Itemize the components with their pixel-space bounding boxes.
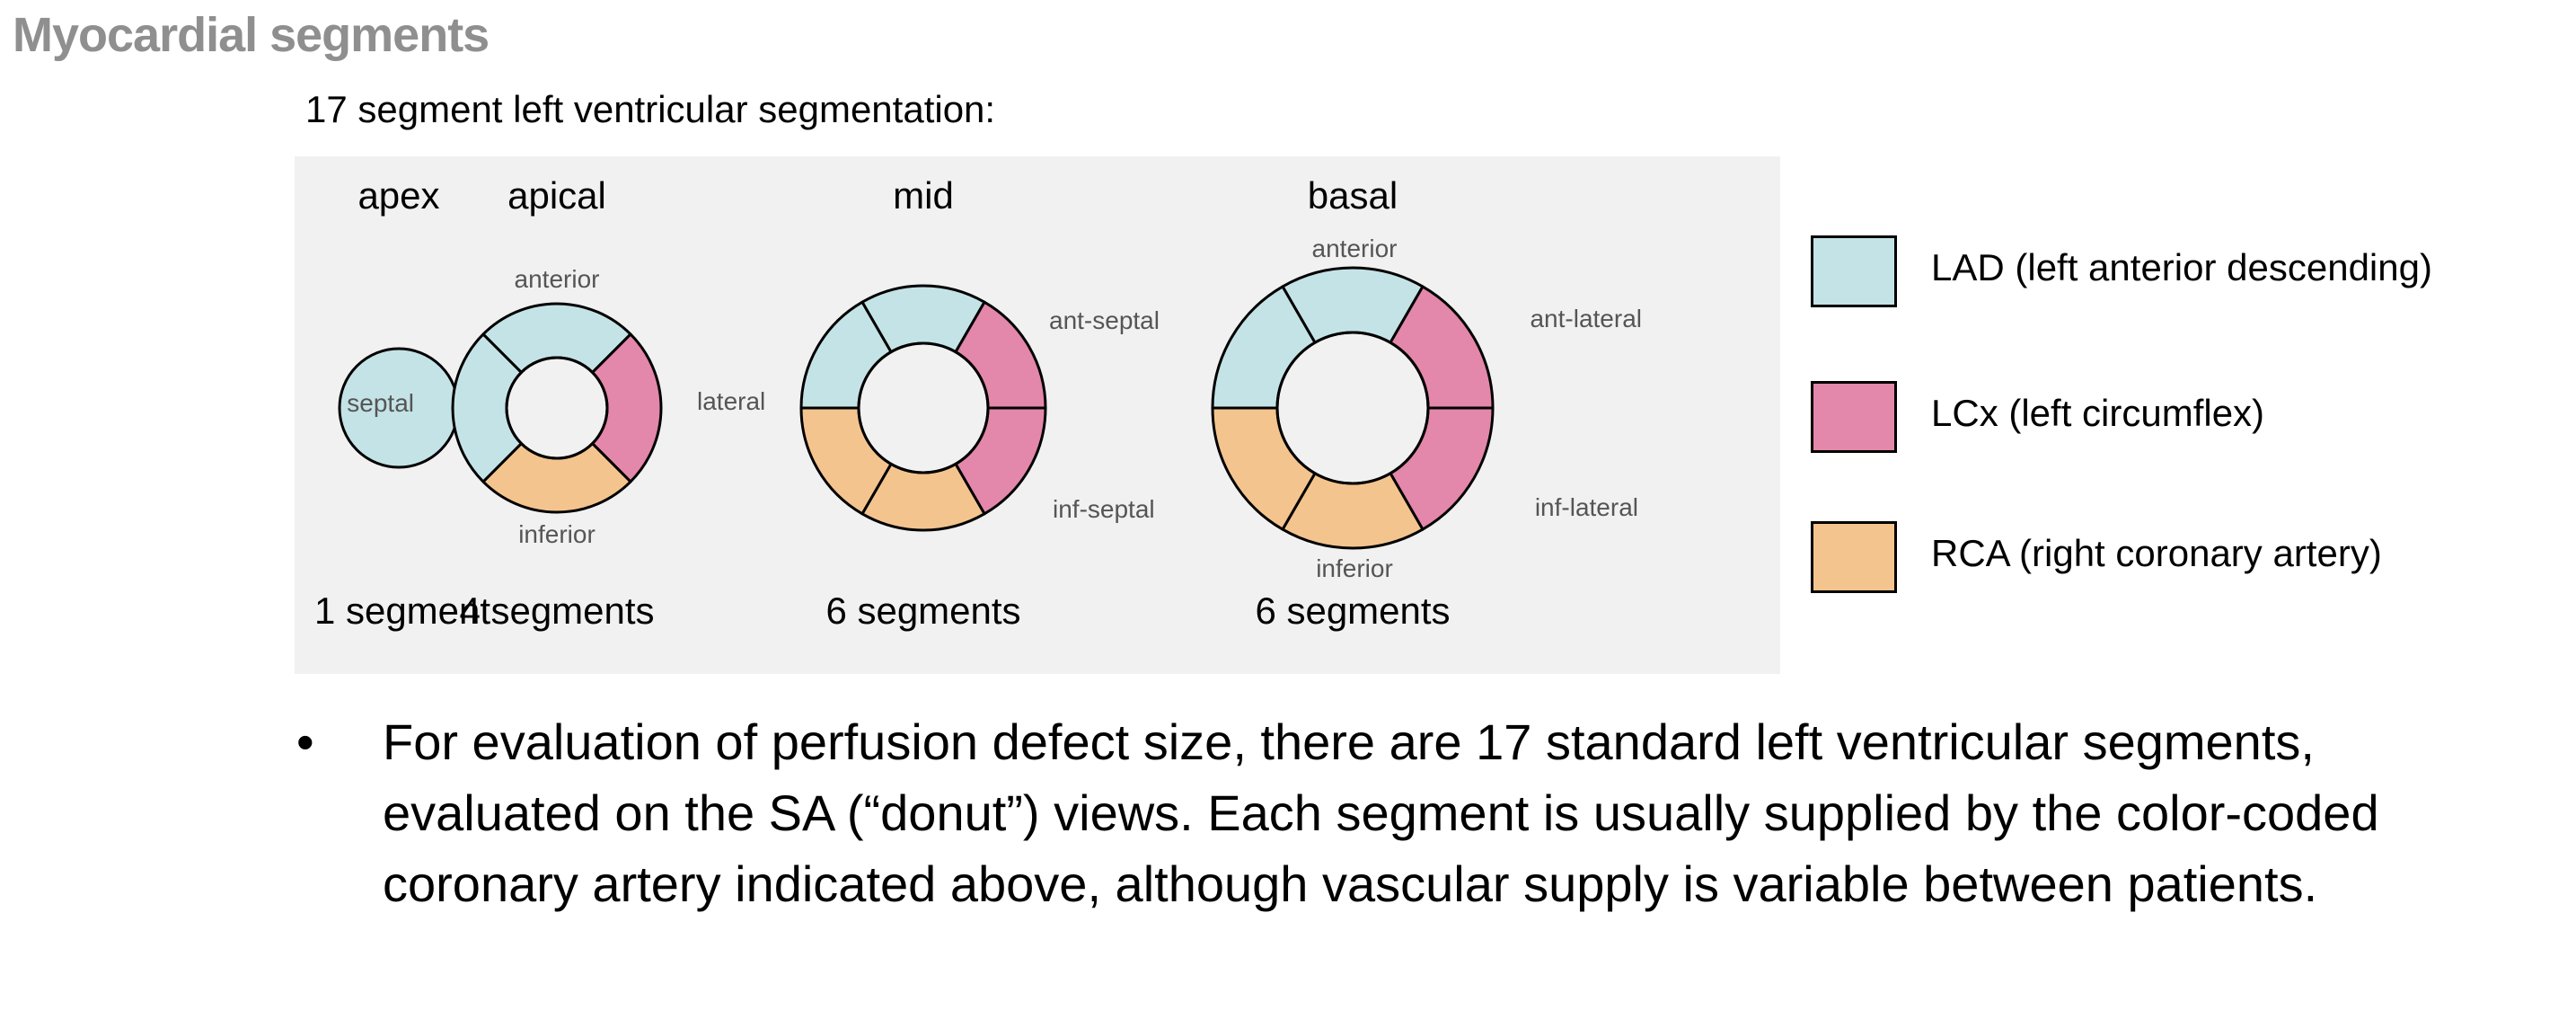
legend-item-rca: RCA (right coronary artery) — [1811, 521, 2547, 597]
cavity-basal — [1275, 331, 1430, 485]
bullet-point: • — [296, 713, 314, 770]
diagram-subtitle: 17 segment left ventricular segmentation… — [305, 88, 996, 130]
segment-count-apex: 1 segment — [314, 589, 490, 632]
legend-swatch-lcx — [1811, 381, 1897, 453]
segment-label-basal-ant-septal: ant-septal — [1049, 306, 1160, 334]
view-title-apical: apical — [507, 174, 606, 217]
segment-count-basal: 6 segments — [1255, 589, 1450, 632]
legend-item-lcx: LCx (left circumflex) — [1811, 381, 2547, 456]
legend-swatch-rca — [1811, 521, 1897, 593]
segment-count-apical: 4 segments — [459, 589, 654, 632]
legend: LAD (left anterior descending) LCx (left… — [1811, 235, 2547, 595]
segment-label-basal-inferior: inferior — [1316, 554, 1393, 582]
page-title: Myocardial segments — [13, 8, 490, 62]
legend-label-rca: RCA (right coronary artery) — [1931, 532, 2382, 574]
segment-diagram-svg: apex 1 segment apical 4 segments anterior lat… — [314, 174, 1642, 632]
description-paragraph: For evaluation of perfusion defect size,… — [383, 713, 2379, 912]
legend-item-lad: LAD (left anterior descending) — [1811, 235, 2547, 311]
segment-count-mid: 6 segments — [825, 589, 1020, 632]
view-title-apex: apex — [357, 174, 439, 217]
segment-label-apical-lateral: lateral — [697, 387, 765, 415]
segment-label-basal-anterior: anterior — [1312, 235, 1398, 262]
view-title-mid: mid — [893, 174, 954, 217]
cavity-mid — [857, 341, 990, 474]
legend-label-lcx: LCx (left circumflex) — [1931, 392, 2265, 434]
segmentation-diagram: apex 1 segment apical 4 segments anterior lat… — [295, 156, 1780, 674]
segment-label-basal-ant-lateral: ant-lateral — [1530, 305, 1642, 332]
segment-label-basal-inf-lateral: inf-lateral — [1535, 493, 1638, 521]
segment-label-apical-anterior: anterior — [515, 265, 600, 293]
cavity-apical — [505, 356, 609, 460]
legend-swatch-lad — [1811, 235, 1897, 307]
view-title-basal: basal — [1308, 174, 1398, 217]
legend-label-lad: LAD (left anterior descending) — [1931, 246, 2432, 288]
segment-label-apical-inferior: inferior — [518, 520, 595, 548]
segment-label-apical-septal: septal — [347, 389, 414, 417]
segment-label-basal-inf-septal: inf-septal — [1053, 495, 1155, 523]
